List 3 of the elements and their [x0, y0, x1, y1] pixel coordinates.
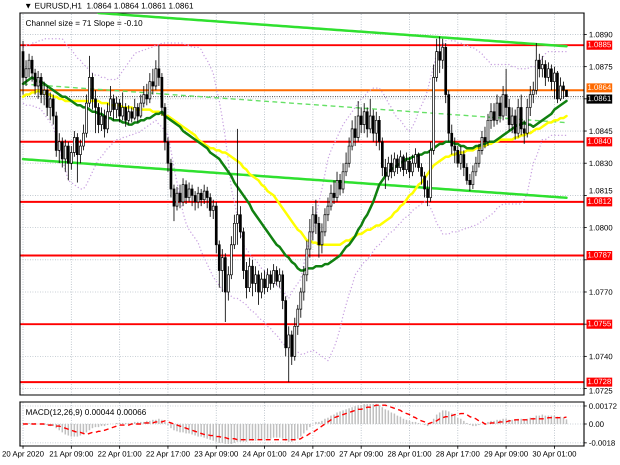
chart-title: ▼ EURUSD,H1 1.0864 1.0864 1.0861 1.0861 — [26, 2, 194, 10]
annotation: Channel size = 71 Slope = -0.10 — [26, 20, 142, 28]
text: MACD(12,26,9) 0.00044 0.00066 — [26, 408, 146, 417]
